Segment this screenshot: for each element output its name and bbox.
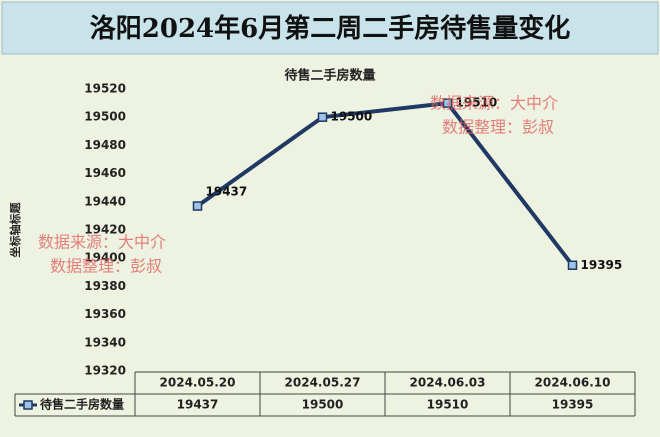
table-value: 19510 [427,398,469,412]
header-title: 洛阳2024年6月第二周二手房待售量变化 [90,13,570,44]
y-tick-label: 19460 [84,166,126,180]
table-value: 19500 [302,398,344,412]
y-tick-label: 19320 [84,364,126,378]
table-value: 19395 [552,398,594,412]
watermark: 数据整理：彭叔 [442,118,554,137]
y-tick-label: 19360 [84,307,126,321]
y-tick-label: 19380 [84,279,126,293]
y-tick-label: 19500 [84,110,126,124]
series-line [196,101,575,267]
data-label: 19510 [456,96,498,110]
watermark: 数据来源：大中介 [430,94,558,113]
marker [192,201,203,211]
y-tick-label: 19340 [84,335,126,349]
x-tick-label: 2024.06.10 [535,376,611,390]
header-banner [1,1,659,55]
y-tick-label: 19420 [84,223,126,237]
marker [442,98,453,108]
y-tick-label: 19480 [84,138,126,152]
marker [567,260,578,270]
marker [317,112,328,122]
x-tick-label: 2024.05.20 [160,376,236,390]
watermark: 数据来源：大中介 [38,233,166,252]
y-tick-label: 19520 [84,82,126,96]
chart-title: 待售二手房数量 [283,68,375,84]
y-axis-label: 坐标轴标题 [8,202,22,258]
data-label: 19500 [331,110,373,124]
data-label: 19395 [581,258,623,272]
x-tick-label: 2024.06.03 [410,376,486,390]
table-value: 19437 [177,398,219,412]
legend-marker [23,400,33,410]
watermark: 数据整理：彭叔 [50,257,162,276]
y-tick-label: 19440 [84,194,126,208]
x-tick-label: 2024.05.27 [285,376,361,390]
y-tick-label: 19400 [84,251,126,265]
data-label: 19437 [206,185,248,199]
legend-label: 待售二手房数量 [40,397,124,412]
